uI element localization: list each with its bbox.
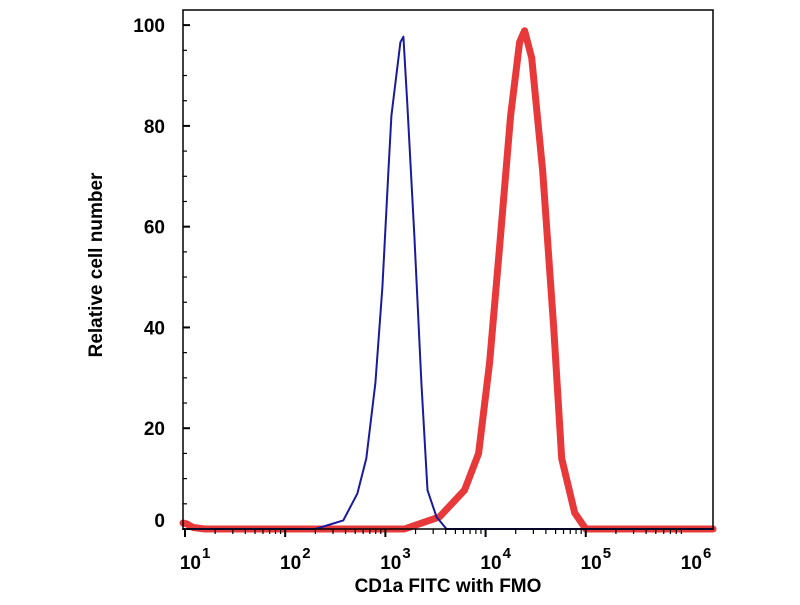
x-tick-base: 10 xyxy=(681,553,702,574)
x-tick-label: 10 xyxy=(180,553,201,574)
x-tick-exponent: 6 xyxy=(703,545,711,562)
x-tick-exponent: 4 xyxy=(503,545,512,562)
y-tick-label: 0 xyxy=(154,511,165,532)
y-tick-label: 40 xyxy=(144,318,165,339)
x-tick-base: 10 xyxy=(380,553,401,574)
x-axis-label: CD1a FITC with FMO xyxy=(355,576,542,597)
x-tick-exponent: 3 xyxy=(402,545,410,562)
plot-frame xyxy=(182,9,714,530)
x-tick-label: 10 xyxy=(380,553,401,574)
x-tick-base: 10 xyxy=(180,553,201,574)
y-axis-label: Relative cell number xyxy=(86,172,107,357)
x-tick-label: 10 xyxy=(280,553,301,574)
x-tick-base: 10 xyxy=(581,553,602,574)
x-tick-exponent: 2 xyxy=(302,545,310,562)
y-tick-label: 20 xyxy=(144,419,165,440)
x-tick-exponent: 1 xyxy=(202,545,210,562)
y-tick-label: 100 xyxy=(133,16,165,37)
x-tick-label: 10 xyxy=(681,553,702,574)
x-tick-label: 10 xyxy=(480,553,501,574)
x-tick-base: 10 xyxy=(480,553,501,574)
y-tick-label: 80 xyxy=(144,117,165,138)
x-tick-exponent: 5 xyxy=(603,545,611,562)
y-tick-label: 60 xyxy=(144,218,165,239)
x-tick-label: 10 xyxy=(581,553,602,574)
series-line-fmo-control xyxy=(182,35,714,530)
x-tick-base: 10 xyxy=(280,553,301,574)
series-line-cd1a-fitc xyxy=(179,27,717,533)
